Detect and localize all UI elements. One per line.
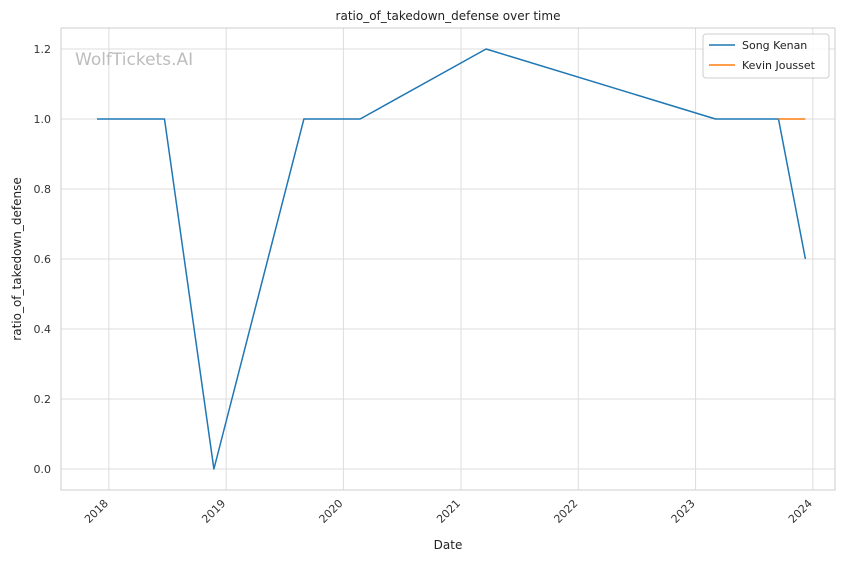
grid xyxy=(61,28,835,490)
y-tick-label: 1.2 xyxy=(34,43,52,56)
y-tick-label: 0.8 xyxy=(34,183,52,196)
y-tick-label: 0.6 xyxy=(34,253,52,266)
y-tick-label: 0.4 xyxy=(34,323,52,336)
y-axis: 0.0 0.2 0.4 0.6 0.8 1.0 1.2 xyxy=(34,43,52,476)
legend-label: Song Kenan xyxy=(742,39,807,52)
y-tick-label: 0.0 xyxy=(34,463,52,476)
series-line-song-kenan xyxy=(97,48,807,470)
plot-frame xyxy=(60,27,836,491)
series-layer xyxy=(97,48,807,470)
x-axis-label: Date xyxy=(434,538,463,552)
y-tick-label: 1.0 xyxy=(34,113,52,126)
legend: Song Kenan Kevin Jousset xyxy=(702,33,830,79)
y-tick-label: 0.2 xyxy=(34,393,52,406)
legend-label: Kevin Jousset xyxy=(742,59,816,72)
watermark: WolfTickets.AI xyxy=(75,50,193,70)
y-axis-label: ratio_of_takedown_defense xyxy=(10,177,24,340)
chart-title: ratio_of_takedown_defense over time xyxy=(336,9,561,23)
